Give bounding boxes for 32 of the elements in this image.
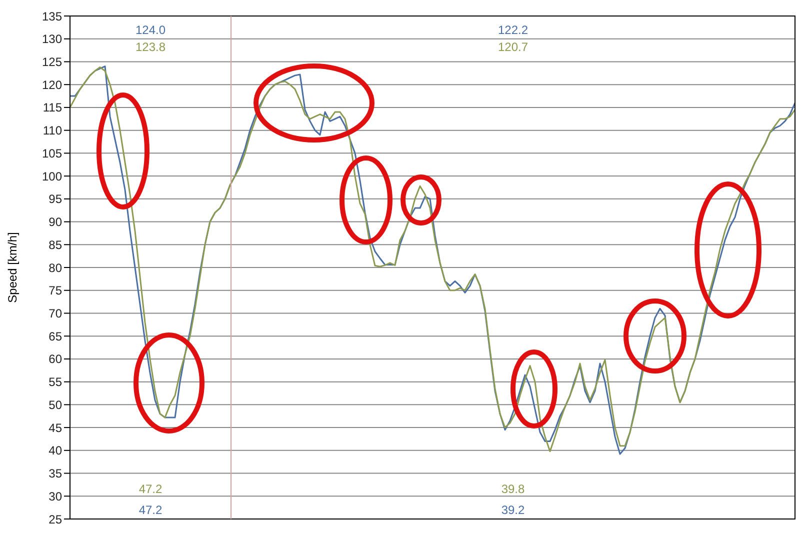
- y-tick-label: 135: [42, 9, 62, 24]
- y-tick-label: 100: [42, 169, 62, 184]
- y-tick-label: 75: [48, 284, 62, 298]
- y-tick-label: 40: [48, 444, 62, 458]
- y-tick-label: 90: [48, 215, 62, 230]
- y-tick-label: 110: [42, 124, 62, 138]
- y-tick-label: 50: [48, 398, 62, 412]
- y-tick-label: 70: [48, 306, 62, 320]
- y-tick-label: 65: [48, 329, 62, 344]
- y-tick-label: 130: [42, 32, 62, 46]
- annotation: 120.7: [496, 39, 530, 55]
- y-tick-label: 125: [42, 54, 62, 69]
- annotation: 39.2: [500, 502, 526, 518]
- y-tick-label: 115: [42, 100, 62, 115]
- y-tick-label: 25: [48, 512, 62, 526]
- y-tick-label: 80: [48, 260, 62, 275]
- annotation: 123.8: [134, 39, 167, 55]
- y-tick-label: 85: [48, 238, 62, 252]
- y-tick-label: 55: [48, 375, 62, 390]
- y-tick-label: 30: [48, 489, 62, 504]
- y-tick-label: 120: [42, 78, 62, 92]
- annotation: 47.2: [138, 481, 164, 497]
- annotation: 124.0: [134, 22, 167, 38]
- annotation: 47.2: [138, 502, 164, 518]
- y-tick-label: 45: [48, 420, 62, 435]
- y-axis-title: Speed [km/h]: [5, 232, 20, 303]
- annotation: 122.2: [496, 22, 530, 38]
- y-tick-label: 105: [42, 146, 62, 160]
- annotation: 39.8: [500, 481, 526, 497]
- y-tick-label: 35: [48, 466, 62, 481]
- y-tick-label: 95: [48, 192, 62, 206]
- y-tick-label: 60: [48, 352, 62, 366]
